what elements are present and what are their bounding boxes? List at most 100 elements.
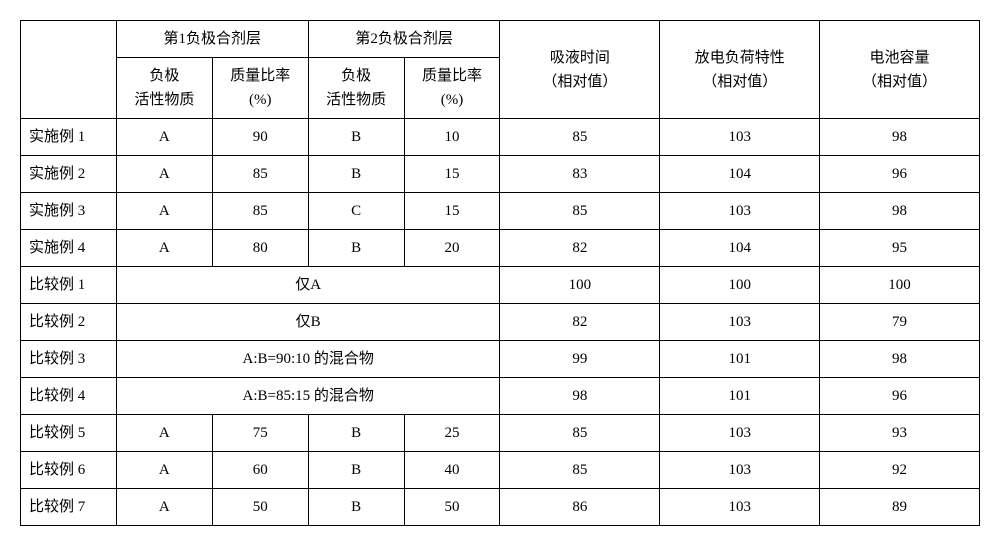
cell-active1: A: [116, 230, 212, 267]
cell-active2: B: [308, 452, 404, 489]
cell-discharge: 103: [660, 304, 820, 341]
cell-discharge: 103: [660, 489, 820, 526]
cell-active2: B: [308, 489, 404, 526]
cell-capacity: 93: [820, 415, 980, 452]
cell-ratio1: 85: [212, 193, 308, 230]
cell-capacity: 79: [820, 304, 980, 341]
table-row: 比较例 4A:B=85:15 的混合物9810196: [21, 378, 980, 415]
table-row: 比较例 1仅A100100100: [21, 267, 980, 304]
cell-capacity: 98: [820, 341, 980, 378]
cell-active1: A: [116, 156, 212, 193]
cell-ratio1: 80: [212, 230, 308, 267]
cell-capacity: 95: [820, 230, 980, 267]
cell-capacity: 89: [820, 489, 980, 526]
table-row: 实施例 4A80B208210495: [21, 230, 980, 267]
cell-discharge: 104: [660, 156, 820, 193]
row-label: 比较例 6: [21, 452, 117, 489]
cell-ratio1: 75: [212, 415, 308, 452]
cell-absorb: 83: [500, 156, 660, 193]
header-blank: [21, 21, 117, 119]
cell-active1: A: [116, 452, 212, 489]
row-label: 实施例 2: [21, 156, 117, 193]
cell-merged: 仅A: [116, 267, 500, 304]
cell-capacity: 96: [820, 378, 980, 415]
row-label: 比较例 2: [21, 304, 117, 341]
cell-absorb: 99: [500, 341, 660, 378]
cell-ratio2: 40: [404, 452, 500, 489]
table-row: 实施例 2A85B158310496: [21, 156, 980, 193]
cell-ratio1: 50: [212, 489, 308, 526]
cell-ratio1: 85: [212, 156, 308, 193]
header-group2: 第2负极合剂层: [308, 21, 500, 58]
cell-discharge: 103: [660, 452, 820, 489]
cell-active2: B: [308, 119, 404, 156]
cell-ratio2: 20: [404, 230, 500, 267]
cell-discharge: 103: [660, 119, 820, 156]
header-absorb: 吸液时间（相对值）: [500, 21, 660, 119]
cell-ratio2: 10: [404, 119, 500, 156]
cell-discharge: 101: [660, 378, 820, 415]
cell-ratio2: 25: [404, 415, 500, 452]
row-label: 比较例 3: [21, 341, 117, 378]
table-row: 比较例 2仅B8210379: [21, 304, 980, 341]
cell-discharge: 101: [660, 341, 820, 378]
cell-absorb: 85: [500, 415, 660, 452]
header-discharge: 放电负荷特性（相对值）: [660, 21, 820, 119]
cell-capacity: 92: [820, 452, 980, 489]
cell-ratio2: 15: [404, 156, 500, 193]
table-row: 比较例 5A75B258510393: [21, 415, 980, 452]
header-group1: 第1负极合剂层: [116, 21, 308, 58]
data-table: 第1负极合剂层 第2负极合剂层 吸液时间（相对值） 放电负荷特性（相对值） 电池…: [20, 20, 980, 526]
cell-ratio2: 50: [404, 489, 500, 526]
row-label: 比较例 1: [21, 267, 117, 304]
table-header: 第1负极合剂层 第2负极合剂层 吸液时间（相对值） 放电负荷特性（相对值） 电池…: [21, 21, 980, 119]
cell-capacity: 98: [820, 119, 980, 156]
cell-absorb: 85: [500, 119, 660, 156]
cell-absorb: 82: [500, 230, 660, 267]
cell-discharge: 103: [660, 415, 820, 452]
cell-merged: 仅B: [116, 304, 500, 341]
header-active1: 负极活性物质: [116, 58, 212, 119]
cell-discharge: 104: [660, 230, 820, 267]
table-row: 比较例 7A50B508610389: [21, 489, 980, 526]
cell-active2: C: [308, 193, 404, 230]
table-row: 实施例 1A90B108510398: [21, 119, 980, 156]
cell-active2: B: [308, 415, 404, 452]
table-row: 比较例 6A60B408510392: [21, 452, 980, 489]
header-ratio2: 质量比率(%): [404, 58, 500, 119]
row-label: 比较例 7: [21, 489, 117, 526]
row-label: 实施例 3: [21, 193, 117, 230]
cell-discharge: 100: [660, 267, 820, 304]
cell-absorb: 98: [500, 378, 660, 415]
cell-absorb: 82: [500, 304, 660, 341]
header-active2: 负极活性物质: [308, 58, 404, 119]
table-row: 实施例 3A85C158510398: [21, 193, 980, 230]
cell-absorb: 85: [500, 193, 660, 230]
row-label: 比较例 5: [21, 415, 117, 452]
cell-absorb: 86: [500, 489, 660, 526]
row-label: 比较例 4: [21, 378, 117, 415]
cell-capacity: 96: [820, 156, 980, 193]
header-ratio1: 质量比率(%): [212, 58, 308, 119]
cell-ratio1: 90: [212, 119, 308, 156]
cell-merged: A:B=85:15 的混合物: [116, 378, 500, 415]
table-body: 实施例 1A90B108510398实施例 2A85B158310496实施例 …: [21, 119, 980, 526]
header-capacity: 电池容量（相对值）: [820, 21, 980, 119]
cell-active2: B: [308, 230, 404, 267]
cell-capacity: 98: [820, 193, 980, 230]
cell-active1: A: [116, 415, 212, 452]
row-label: 实施例 4: [21, 230, 117, 267]
cell-discharge: 103: [660, 193, 820, 230]
table-row: 比较例 3A:B=90:10 的混合物9910198: [21, 341, 980, 378]
cell-active1: A: [116, 193, 212, 230]
cell-active1: A: [116, 489, 212, 526]
row-label: 实施例 1: [21, 119, 117, 156]
cell-active2: B: [308, 156, 404, 193]
cell-capacity: 100: [820, 267, 980, 304]
cell-merged: A:B=90:10 的混合物: [116, 341, 500, 378]
cell-absorb: 85: [500, 452, 660, 489]
cell-absorb: 100: [500, 267, 660, 304]
cell-ratio1: 60: [212, 452, 308, 489]
cell-ratio2: 15: [404, 193, 500, 230]
cell-active1: A: [116, 119, 212, 156]
